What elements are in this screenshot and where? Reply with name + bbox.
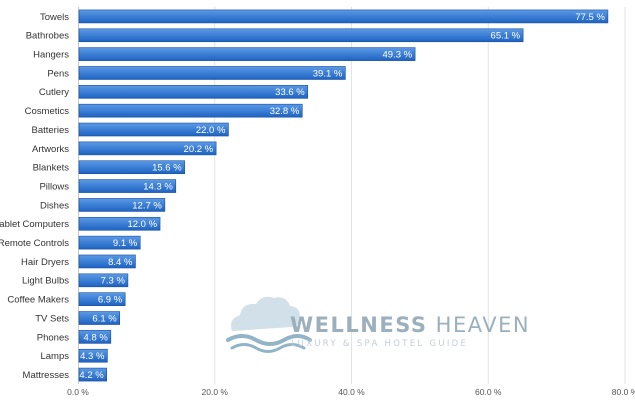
- bar: [78, 122, 229, 137]
- watermark-subtitle: LUXURY & SPA HOTEL GUIDE: [291, 339, 468, 349]
- watermark: WELLNESS HEAVEN LUXURY & SPA HOTEL GUIDE: [226, 296, 530, 353]
- bar: [78, 9, 609, 24]
- data-label: 77.5 %: [575, 12, 605, 23]
- x-axis-ticks: 0.0 % 20.0 % 40.0 % 60.0 % 80.0 %: [67, 387, 635, 397]
- grid-lines: [78, 7, 626, 384]
- category-label: Hangers: [33, 50, 69, 61]
- bar: [78, 330, 112, 344]
- category-label: Bathrobes: [26, 31, 70, 42]
- x-tick-label: 80.0 %: [612, 387, 635, 397]
- category-label: Tablet Computers: [0, 219, 69, 230]
- bar: [78, 85, 309, 99]
- data-label: 12.0 %: [127, 219, 157, 230]
- data-label: 8.4 %: [108, 257, 133, 268]
- data-label: 6.1 %: [92, 313, 117, 324]
- category-label: Lamps: [40, 351, 69, 362]
- data-label: 4.3 %: [80, 351, 105, 362]
- data-label: 33.6 %: [275, 87, 305, 98]
- svg-text:WELLNESS HEAVEN: WELLNESS HEAVEN: [290, 313, 530, 337]
- category-label: TV Sets: [35, 313, 69, 324]
- data-label: 12.7 %: [132, 200, 162, 211]
- bar: [78, 141, 217, 156]
- category-label: Coffee Makers: [7, 295, 69, 306]
- bar: [78, 66, 346, 80]
- bar: [78, 348, 108, 363]
- category-labels: Towels Bathrobes Hangers Pens Cutlery Cosmeti…: [0, 12, 69, 381]
- data-label: 7.3 %: [101, 276, 126, 287]
- data-label: 49.3 %: [383, 50, 413, 61]
- category-label: Artworks: [32, 144, 69, 155]
- data-label: 4.2 %: [79, 370, 104, 381]
- category-label: Pillows: [39, 181, 69, 192]
- watermark-title-light: HEAVEN: [428, 313, 531, 337]
- data-label: 39.1 %: [313, 68, 343, 79]
- data-label: 15.6 %: [152, 163, 182, 174]
- category-label: Hair Dryers: [21, 257, 69, 268]
- data-label: 20.2 %: [184, 144, 214, 155]
- bar: [78, 311, 121, 325]
- data-label: 22.0 %: [196, 125, 226, 136]
- category-label: Towels: [40, 12, 69, 23]
- category-label: Light Bulbs: [22, 276, 69, 287]
- bar: [78, 273, 129, 288]
- x-tick-label: 20.0 %: [202, 387, 229, 397]
- category-label: Cosmetics: [25, 106, 70, 117]
- bars: 77.5 % 65.1 % 49.3 % 39.1 % 33.6 % 32.8 % 22.0…: [78, 9, 609, 382]
- category-label: Pens: [47, 68, 69, 79]
- bar: [78, 160, 185, 175]
- x-tick-label: 40.0 %: [338, 387, 365, 397]
- category-label: Mattresses: [23, 370, 70, 381]
- data-label: 9.1 %: [113, 238, 138, 249]
- bar: [78, 179, 177, 193]
- category-label: Phones: [37, 332, 69, 343]
- bar: [78, 28, 524, 43]
- cloud-wave-logo-icon: [226, 296, 312, 353]
- bar: [78, 198, 166, 212]
- x-tick-label: 60.0 %: [475, 387, 502, 397]
- category-label: Dishes: [40, 200, 69, 211]
- bar: [78, 254, 136, 269]
- category-label: Remote Controls: [0, 238, 69, 249]
- category-label: Blankets: [33, 163, 70, 174]
- bar: [78, 367, 108, 382]
- bar: [78, 216, 161, 231]
- category-label: Batteries: [32, 125, 70, 136]
- category-label: Cutlery: [39, 87, 69, 98]
- data-label: 4.8 %: [84, 332, 109, 343]
- watermark-title-bold: WELLNESS: [290, 313, 428, 337]
- bar: [78, 235, 141, 250]
- bar: [78, 47, 416, 61]
- bar: [78, 103, 303, 118]
- data-label: 32.8 %: [270, 106, 300, 117]
- x-tick-label: 0.0 %: [67, 387, 89, 397]
- bar: [78, 292, 126, 306]
- data-label: 65.1 %: [491, 31, 521, 42]
- data-label: 14.3 %: [143, 181, 173, 192]
- data-label: 6.9 %: [98, 295, 123, 306]
